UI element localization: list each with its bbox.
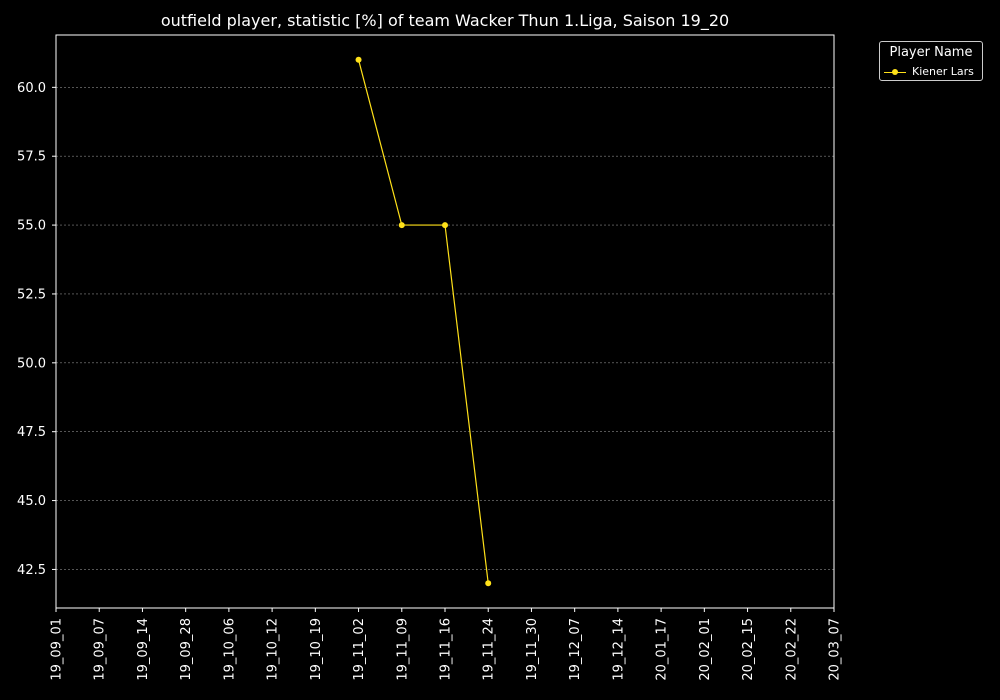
x-tick-label: 19_11_24 bbox=[482, 618, 497, 681]
x-tick-label: 19_10_19 bbox=[309, 618, 324, 681]
series-line bbox=[357, 59, 489, 584]
y-tick-label: 47.5 bbox=[17, 425, 46, 440]
x-tick-label: 19_11_09 bbox=[395, 618, 410, 681]
legend: Player Name Kiener Lars bbox=[879, 41, 983, 81]
y-tick-label: 50.0 bbox=[17, 356, 46, 371]
plot-frame bbox=[55, 34, 835, 609]
legend-label: Kiener Lars bbox=[912, 65, 974, 78]
data-point bbox=[355, 56, 362, 63]
y-tick-label: 57.5 bbox=[17, 150, 46, 165]
x-tick-label: 19_09_28 bbox=[179, 618, 194, 681]
x-tick-label: 19_10_12 bbox=[266, 618, 281, 681]
x-tick-label: 20_03_07 bbox=[828, 618, 843, 681]
legend-swatch bbox=[884, 67, 906, 77]
x-tick-label: 20_02_01 bbox=[698, 618, 713, 681]
legend-title: Player Name bbox=[889, 45, 973, 60]
x-tick-label: 19_11_16 bbox=[439, 618, 454, 681]
x-tick-label: 19_11_02 bbox=[352, 618, 367, 681]
axes: 42.5 45.0 47.5 50.0 52.5 55.0 57.5 60.0 19_09_01… bbox=[17, 81, 842, 681]
x-tick-label: 19_09_14 bbox=[136, 618, 151, 681]
data-point bbox=[442, 222, 448, 229]
x-tick-label: 20_01_17 bbox=[655, 618, 670, 681]
data-point bbox=[398, 222, 405, 229]
y-tick-label: 55.0 bbox=[17, 219, 46, 234]
x-tick-label: 20_02_22 bbox=[784, 618, 799, 681]
x-tick-label: 19_11_30 bbox=[525, 618, 540, 681]
x-tick-label: 19_12_07 bbox=[568, 618, 583, 681]
x-tick-label: 20_02_15 bbox=[741, 618, 756, 681]
x-tick-label: 19_10_06 bbox=[222, 618, 237, 681]
legend-item-kiener-lars: Kiener Lars bbox=[884, 65, 974, 78]
y-tick-label: 45.0 bbox=[17, 494, 46, 509]
x-tick-label: 19_12_14 bbox=[611, 618, 626, 681]
chart-title: outfield player, statistic [%] of team W… bbox=[160, 11, 730, 30]
grid-lines bbox=[56, 87, 834, 570]
x-tick-label: 19_09_01 bbox=[50, 618, 65, 681]
x-tick-label: 19_09_07 bbox=[93, 618, 108, 681]
series-kiener-lars bbox=[355, 56, 492, 587]
data-point bbox=[485, 580, 492, 587]
y-tick-label: 60.0 bbox=[17, 81, 46, 96]
y-tick-label: 42.5 bbox=[17, 563, 46, 578]
y-tick-label: 52.5 bbox=[17, 287, 46, 302]
